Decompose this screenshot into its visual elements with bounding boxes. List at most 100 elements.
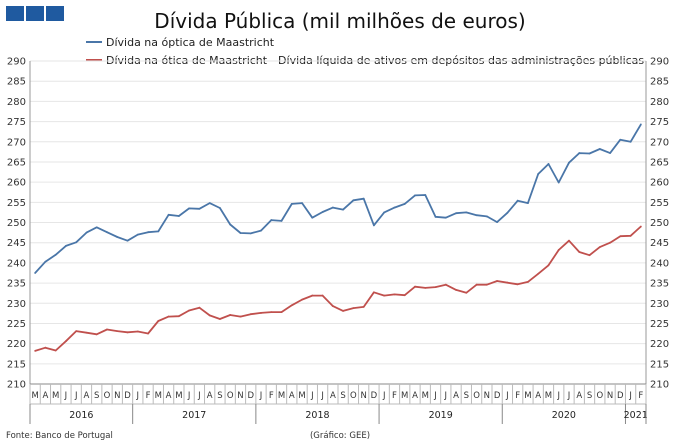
series-lines bbox=[34, 123, 642, 352]
year-label: 2016 bbox=[69, 410, 93, 421]
x-tick-label: F bbox=[392, 391, 397, 401]
x-tick-label: J bbox=[320, 391, 324, 401]
y-tick-label-left: 245 bbox=[7, 238, 26, 249]
data-point-0 bbox=[198, 207, 201, 210]
data-point-0 bbox=[444, 216, 447, 219]
y-tick-label-left: 270 bbox=[7, 137, 26, 148]
y-tick-label-right: 260 bbox=[650, 178, 669, 189]
x-tick-label: M bbox=[401, 391, 408, 401]
data-point-0 bbox=[239, 232, 242, 234]
data-point-1 bbox=[331, 305, 334, 307]
y-tick-label-right: 265 bbox=[650, 157, 669, 168]
x-tick-label: O bbox=[350, 391, 357, 401]
data-point-1 bbox=[157, 320, 160, 322]
x-tick-label: D bbox=[371, 391, 378, 401]
data-point-1 bbox=[598, 246, 601, 249]
y-tick-label-right: 270 bbox=[650, 137, 669, 148]
data-point-0 bbox=[393, 206, 396, 209]
data-point-0 bbox=[598, 148, 601, 150]
y-tick-label-left: 265 bbox=[7, 157, 26, 168]
data-point-1 bbox=[147, 332, 149, 335]
data-point-0 bbox=[75, 241, 78, 244]
x-tick-label: J bbox=[310, 391, 314, 401]
data-point-1 bbox=[639, 225, 642, 228]
x-tick-label: D bbox=[494, 391, 501, 401]
y-tick-label-right: 245 bbox=[650, 238, 669, 249]
x-tick-label: J bbox=[259, 391, 263, 401]
x-tick-label: M bbox=[52, 391, 59, 401]
x-tick-label: M bbox=[155, 391, 162, 401]
data-point-0 bbox=[383, 211, 386, 214]
data-point-0 bbox=[208, 202, 211, 205]
data-point-1 bbox=[578, 251, 581, 253]
data-point-0 bbox=[34, 272, 37, 274]
footer-source: Fonte: Banco de Portugal bbox=[6, 431, 113, 441]
y-tick-label-right: 255 bbox=[650, 198, 669, 209]
data-point-0 bbox=[455, 212, 457, 215]
data-point-1 bbox=[126, 331, 129, 334]
y-tick-label-right: 215 bbox=[650, 359, 669, 370]
x-tick-label: F bbox=[269, 391, 274, 401]
data-point-0 bbox=[516, 199, 519, 202]
data-point-1 bbox=[280, 311, 283, 314]
x-tick-label: O bbox=[473, 391, 480, 401]
x-tick-label: A bbox=[42, 391, 48, 401]
x-tick-label: S bbox=[464, 391, 469, 401]
x-tick-label: O bbox=[596, 391, 603, 401]
data-point-0 bbox=[568, 161, 570, 164]
data-point-1 bbox=[557, 249, 560, 251]
data-point-0 bbox=[229, 223, 232, 226]
data-point-1 bbox=[434, 286, 437, 288]
y-tick-label-left: 255 bbox=[7, 198, 26, 209]
y-tick-label-right: 220 bbox=[650, 339, 669, 350]
data-point-1 bbox=[465, 291, 468, 294]
data-point-0 bbox=[609, 152, 611, 154]
x-tick-label: J bbox=[382, 391, 386, 401]
x-tick-label: M bbox=[545, 391, 552, 401]
data-point-0 bbox=[54, 253, 57, 256]
y-tick-label-left: 275 bbox=[7, 117, 26, 128]
x-tick-label: D bbox=[124, 391, 131, 401]
data-point-1 bbox=[167, 315, 170, 318]
x-tick-label: J bbox=[187, 391, 191, 401]
data-point-0 bbox=[373, 224, 375, 227]
data-point-0 bbox=[578, 152, 581, 154]
x-tick-label: A bbox=[412, 391, 418, 401]
data-point-1 bbox=[95, 333, 98, 336]
x-tick-label: N bbox=[484, 391, 490, 401]
data-point-1 bbox=[414, 285, 416, 288]
x-tick-label: M bbox=[422, 391, 429, 401]
year-label: 2021 bbox=[624, 410, 648, 421]
data-point-0 bbox=[147, 231, 149, 234]
data-point-0 bbox=[485, 215, 488, 218]
x-tick-label: A bbox=[330, 391, 336, 401]
data-point-0 bbox=[126, 239, 129, 242]
y-tick-label-left: 250 bbox=[7, 218, 26, 229]
data-point-0 bbox=[157, 230, 160, 233]
data-point-1 bbox=[568, 239, 570, 242]
data-point-0 bbox=[321, 211, 324, 213]
x-tick-label: S bbox=[94, 391, 99, 401]
data-point-1 bbox=[506, 281, 509, 284]
data-point-0 bbox=[475, 214, 478, 217]
series-line-1 bbox=[34, 225, 642, 352]
data-point-1 bbox=[219, 318, 221, 320]
x-tick-label: N bbox=[237, 391, 243, 401]
x-tick-label: J bbox=[567, 391, 571, 401]
data-point-0 bbox=[342, 208, 345, 211]
data-point-0 bbox=[260, 229, 262, 232]
x-tick-label: O bbox=[227, 391, 234, 401]
gridlines bbox=[30, 60, 646, 385]
legend-label-maastricht: Dívida na óptica de Maastricht bbox=[106, 36, 275, 49]
data-point-1 bbox=[516, 283, 519, 286]
data-point-0 bbox=[547, 163, 550, 165]
y-tick-label-right: 250 bbox=[650, 218, 669, 229]
x-tick-label: M bbox=[175, 391, 182, 401]
x-tick-label: M bbox=[524, 391, 531, 401]
x-tick-label: F bbox=[515, 391, 520, 401]
logo-block-3 bbox=[46, 6, 64, 21]
data-point-1 bbox=[85, 331, 88, 334]
data-point-1 bbox=[188, 309, 191, 312]
data-point-0 bbox=[95, 226, 98, 229]
